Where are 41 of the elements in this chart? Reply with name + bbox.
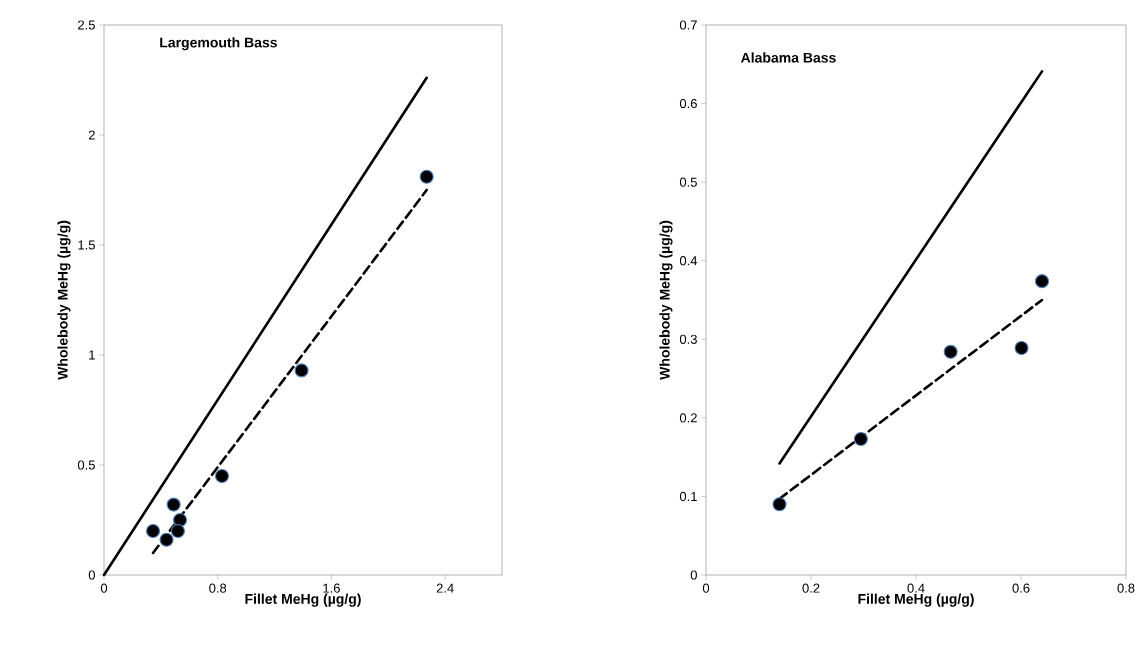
y-axis-title: Wholebody MeHg (µg/g) — [57, 220, 71, 380]
point — [1034, 274, 1050, 289]
text: Alabama Bass — [740, 52, 836, 63]
x-tick-label: 0.4 — [907, 583, 925, 593]
x-tick-label: 0 — [702, 583, 710, 593]
y-tick-label: 2.5 — [78, 20, 95, 30]
y-tick-label: 2 — [88, 130, 95, 140]
y-tick-label: 1.5 — [78, 240, 95, 250]
y-tick-label: 0.7 — [679, 20, 697, 30]
point — [214, 468, 230, 484]
y-tick-label: 1 — [89, 350, 95, 360]
point — [166, 497, 181, 512]
y-tick-label: 0 — [88, 570, 95, 580]
y-tick-label: 0.2 — [679, 413, 697, 423]
x-axis-title: Fillet MeHg (µg/g) — [245, 593, 361, 607]
x-tick-label: 0 — [100, 583, 108, 593]
y-tick-label: 0.5 — [77, 460, 95, 470]
y-tick-label: 0.4 — [679, 256, 698, 266]
point — [419, 169, 434, 184]
x-tick-label: 0.2 — [802, 583, 820, 593]
y-tick-label: 0 — [690, 570, 697, 580]
point — [1014, 340, 1029, 355]
x-tick-label: 0.8 — [209, 583, 227, 593]
y-tick-label: 0.5 — [679, 177, 697, 187]
text: Largemouth Bass — [160, 37, 277, 51]
y-tick-label: 0.6 — [679, 98, 697, 109]
x-tick-label: 0.6 — [1012, 583, 1030, 593]
x-tick-label: 2.4 — [436, 583, 454, 593]
point — [772, 497, 787, 512]
point — [145, 523, 161, 539]
x-axis-title: Fillet MeHg (µg/g) — [858, 593, 974, 607]
point — [159, 532, 174, 547]
point — [853, 432, 868, 447]
point — [294, 363, 309, 378]
y-tick-label: 0.3 — [679, 334, 697, 344]
y-axis-title: Wholebody MeHg (µg/g) — [659, 220, 673, 380]
y-tick-label: 0.1 — [679, 491, 697, 502]
x-tick-label: 1.6 — [323, 583, 340, 593]
point — [943, 344, 958, 359]
point — [170, 523, 185, 539]
x-tick-label: 0.8 — [1117, 583, 1135, 593]
